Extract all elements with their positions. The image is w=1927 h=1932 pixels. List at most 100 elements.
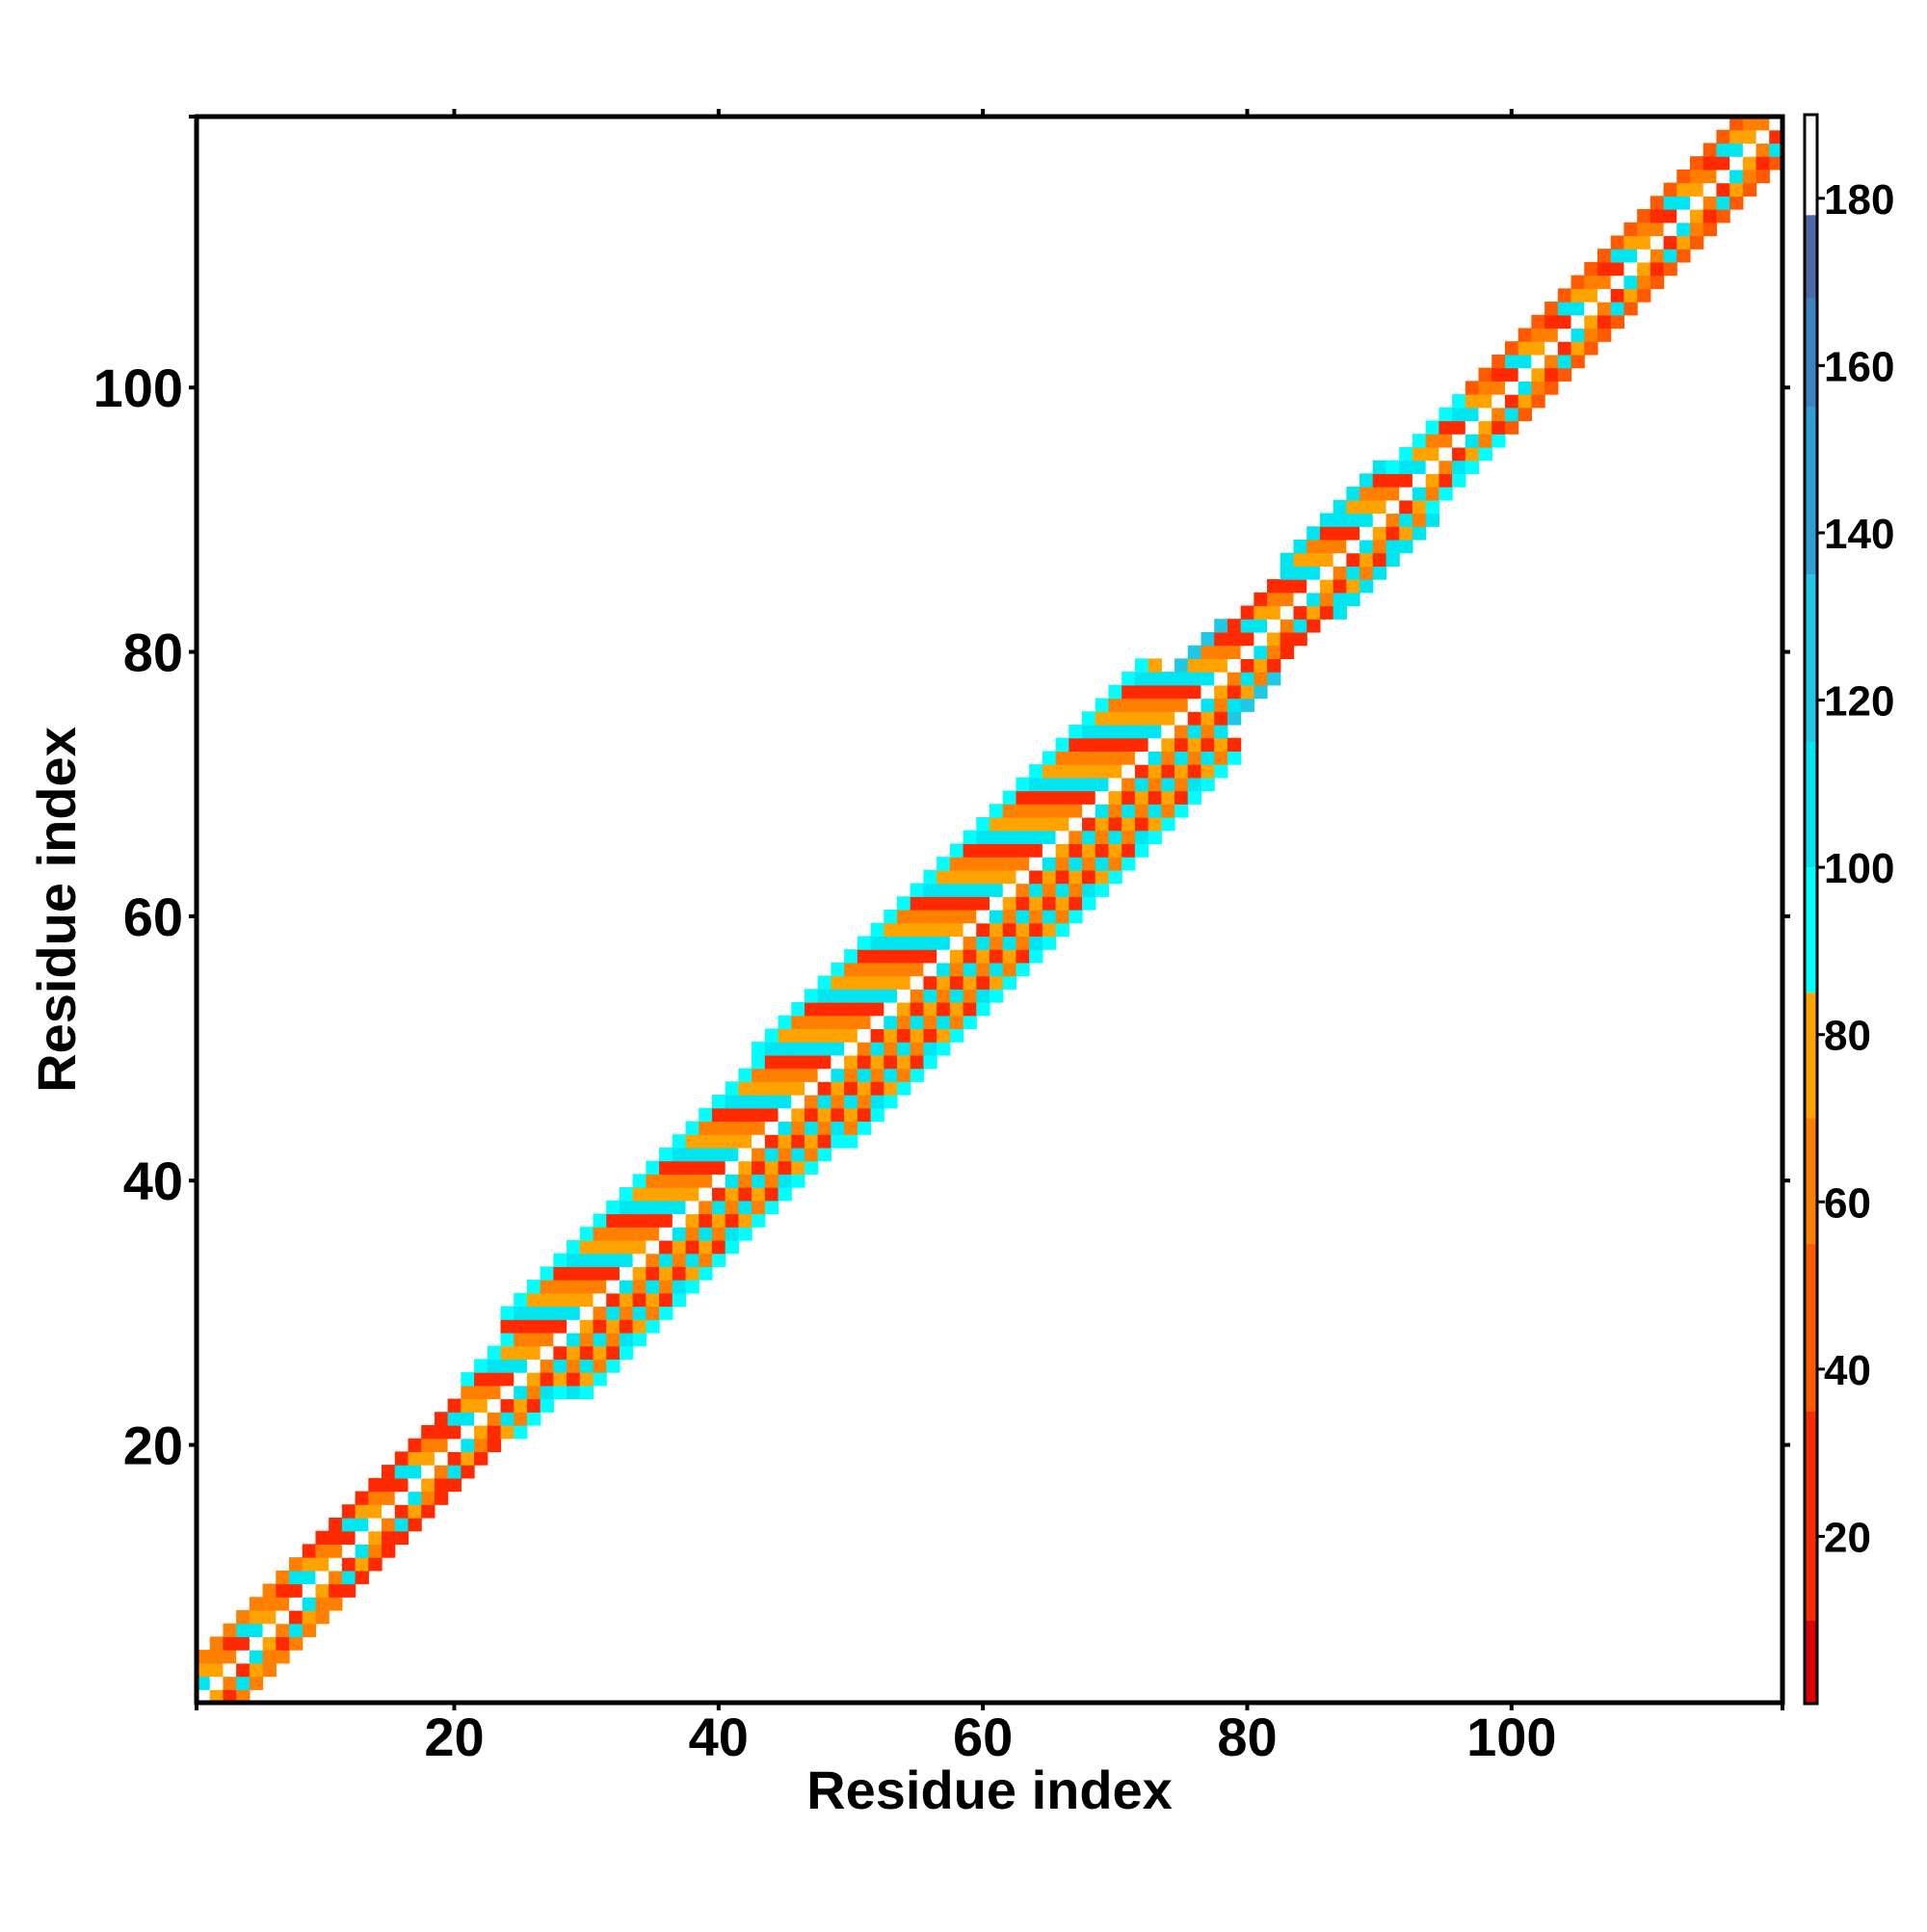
- heatmap-cell: [447, 1398, 462, 1413]
- heatmap-cell: [1518, 381, 1532, 395]
- heatmap-cell: [738, 1160, 752, 1175]
- heatmap-cell: [1122, 764, 1136, 779]
- heatmap-cell: [593, 1280, 607, 1294]
- heatmap-cell: [896, 962, 911, 977]
- heatmap-cell: [672, 1239, 687, 1255]
- heatmap-cell: [1293, 539, 1307, 554]
- heatmap-cell: [1399, 487, 1413, 501]
- heatmap-cell: [976, 857, 990, 871]
- heatmap-cell: [1386, 552, 1400, 567]
- heatmap-cell: [791, 1054, 805, 1070]
- heatmap-cell: [1002, 962, 1017, 977]
- heatmap-cell: [487, 1385, 502, 1400]
- heatmap-cell: [408, 1465, 422, 1479]
- heatmap-cell: [738, 1227, 752, 1241]
- heatmap-cell: [804, 1028, 819, 1043]
- heatmap-cell: [382, 1477, 396, 1493]
- heatmap-cell: [1016, 843, 1030, 858]
- heatmap-cell: [1134, 658, 1149, 673]
- heatmap-cell: [368, 1504, 383, 1519]
- heatmap-cell: [1002, 896, 1017, 911]
- heatmap-cell: [1148, 684, 1162, 700]
- heatmap-cell: [725, 1187, 739, 1202]
- heatmap-cell: [870, 989, 884, 1003]
- heatmap-cell: [1227, 737, 1242, 752]
- heatmap-cell: [1108, 711, 1122, 726]
- heatmap-cell: [526, 1372, 541, 1387]
- heatmap-cell: [923, 896, 937, 911]
- heatmap-cell: [632, 1306, 647, 1320]
- heatmap-cell: [1042, 764, 1057, 779]
- heatmap-cell: [1122, 672, 1136, 686]
- heatmap-cell: [553, 1319, 568, 1334]
- heatmap-cell: [1518, 354, 1532, 369]
- heatmap-cell: [553, 1280, 568, 1294]
- heatmap-cell: [738, 1134, 752, 1149]
- heatmap-cell: [1122, 816, 1136, 832]
- heatmap-cell: [1227, 645, 1242, 659]
- heatmap-cell: [1161, 711, 1175, 726]
- heatmap-cell: [1491, 367, 1506, 382]
- heatmap-cell: [1319, 552, 1334, 567]
- heatmap-cell: [593, 1213, 607, 1228]
- heatmap-cell: [1254, 658, 1268, 673]
- y-tick-label: 20: [123, 1416, 183, 1476]
- heatmap-cell: [896, 1054, 911, 1070]
- heatmap-cell: [1161, 698, 1175, 712]
- heatmap-cell: [619, 1345, 634, 1360]
- heatmap-cell: [699, 1121, 713, 1135]
- heatmap-cell: [1703, 156, 1718, 171]
- colorbar-segment: [1805, 115, 1817, 216]
- heatmap-cell: [791, 1002, 805, 1017]
- heatmap-cell: [1650, 222, 1665, 237]
- heatmap-cell: [1095, 883, 1110, 897]
- colorbar-tick-label: 160: [1824, 343, 1894, 390]
- heatmap-cell: [514, 1398, 528, 1413]
- heatmap-cell: [1069, 830, 1083, 845]
- heatmap-cell: [672, 1147, 687, 1162]
- heatmap-cell: [1544, 341, 1559, 356]
- heatmap-cell: [1729, 182, 1744, 197]
- heatmap-cell: [659, 1174, 673, 1188]
- heatmap-cell: [1597, 328, 1612, 342]
- heatmap-cell: [382, 1465, 396, 1479]
- heatmap-cell: [1544, 302, 1559, 316]
- heatmap-cell: [1333, 539, 1347, 554]
- heatmap-cell: [817, 1054, 832, 1070]
- heatmap-cell: [1386, 513, 1400, 527]
- heatmap-cell: [1557, 288, 1572, 303]
- heatmap-cell: [1531, 314, 1545, 330]
- heatmap-cell: [646, 1227, 660, 1241]
- heatmap-cell: [447, 1477, 462, 1493]
- heatmap-cell: [1134, 790, 1149, 805]
- heatmap-cell: [1187, 777, 1202, 792]
- heatmap-cell: [1504, 354, 1519, 369]
- heatmap-cell: [1267, 579, 1281, 594]
- heatmap-cell: [236, 1662, 251, 1678]
- heatmap-cell: [937, 936, 951, 950]
- heatmap-cell: [1175, 751, 1189, 765]
- colorbar-tick-label: 180: [1824, 176, 1894, 224]
- heatmap-cell: [804, 989, 819, 1003]
- heatmap-cell: [262, 1623, 277, 1638]
- heatmap-cell: [421, 1465, 436, 1479]
- heatmap-cell: [262, 1662, 277, 1678]
- heatmap-cell: [579, 1239, 594, 1255]
- heatmap-cell: [976, 975, 990, 990]
- heatmap-cell: [923, 1042, 937, 1056]
- heatmap-cell: [1029, 910, 1043, 924]
- heatmap-cell: [884, 1095, 898, 1109]
- heatmap-cell: [1425, 434, 1439, 448]
- heatmap-cell: [209, 1636, 224, 1651]
- heatmap-cell: [910, 936, 925, 950]
- heatmap-cell: [1465, 460, 1480, 474]
- heatmap-cell: [421, 1491, 436, 1505]
- heatmap-cell: [804, 1147, 819, 1162]
- heatmap-cell: [896, 1068, 911, 1082]
- heatmap-cell: [1095, 857, 1110, 871]
- heatmap-cell: [408, 1491, 422, 1505]
- heatmap-cell: [540, 1332, 554, 1347]
- heatmap-cell: [1095, 711, 1110, 726]
- heatmap-cell: [672, 1253, 687, 1267]
- heatmap-cell: [1254, 619, 1268, 633]
